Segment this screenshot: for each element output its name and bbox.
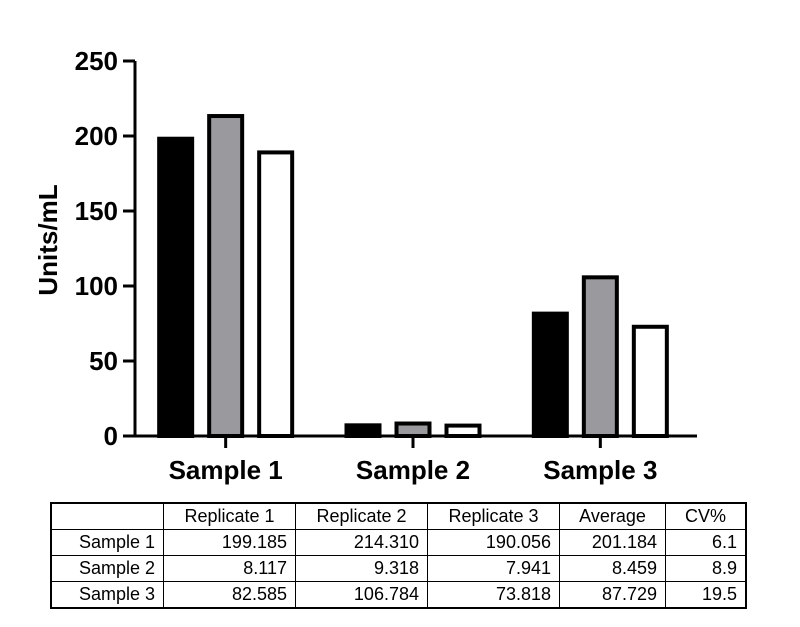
y-tick-label: 150 [75, 196, 118, 226]
table-body: Sample 1 199.185 214.310 190.056 201.184 6.1 S… [50, 529, 747, 609]
bar-chart: 0 50 100 150 200 250 Sample 1 Sample 2 Sample 3… [33, 46, 697, 485]
table-cell: 6.1 [665, 529, 747, 556]
y-axis-label: Units/mL [33, 184, 63, 295]
bar [581, 275, 619, 438]
table-cell: 7.941 [427, 555, 560, 582]
table-row-label: Sample 2 [50, 555, 164, 582]
table-cell: 9.318 [295, 555, 428, 582]
table-cell: 87.729 [559, 581, 666, 609]
bar [531, 311, 569, 438]
y-tick-label: 50 [89, 346, 118, 376]
table-cell: 201.184 [559, 529, 666, 556]
bar [344, 423, 382, 438]
table-header-cell: Average [559, 502, 666, 530]
x-axis: Sample 1 Sample 2 Sample 3 [133, 434, 697, 485]
table-header-cell: Replicate 1 [163, 502, 296, 530]
table-header-cell: Replicate 3 [427, 502, 560, 530]
table-row: Sample 2 8.117 9.318 7.941 8.459 8.9 [50, 555, 747, 582]
table-cell: 82.585 [163, 581, 296, 609]
y-axis: 0 50 100 150 200 250 [75, 46, 137, 451]
table-header-cell [50, 502, 164, 530]
table-row: Sample 1 199.185 214.310 190.056 201.184 6.1 [50, 529, 747, 556]
y-tick-label: 100 [75, 271, 118, 301]
data-table: Replicate 1 Replicate 2 Replicate 3 Average… [50, 502, 747, 609]
x-tick-label: Sample 2 [356, 455, 470, 485]
bar [631, 324, 669, 439]
bar [157, 136, 195, 438]
bars [157, 114, 669, 439]
bar [444, 423, 482, 439]
bar [394, 421, 432, 439]
table-cell: 8.459 [559, 555, 666, 582]
x-tick-label: Sample 1 [169, 455, 283, 485]
y-tick-label: 250 [75, 46, 118, 76]
y-tick-label: 200 [75, 121, 118, 151]
table-cell: 8.117 [163, 555, 296, 582]
y-tick-label: 0 [104, 421, 118, 451]
table-row: Sample 3 82.585 106.784 73.818 87.729 19.5 [50, 581, 747, 609]
table-header-cell: Replicate 2 [295, 502, 428, 530]
table-header-cell: CV% [665, 502, 747, 530]
table-cell: 8.9 [665, 555, 747, 582]
table-row-label: Sample 1 [50, 529, 164, 556]
table-cell: 190.056 [427, 529, 560, 556]
table-cell: 73.818 [427, 581, 560, 609]
x-tick-label: Sample 3 [543, 455, 657, 485]
table-row-label: Sample 3 [50, 581, 164, 609]
table-header-row: Replicate 1 Replicate 2 Replicate 3 Average… [50, 502, 747, 530]
table-cell: 106.784 [295, 581, 428, 609]
table-cell: 19.5 [665, 581, 747, 609]
table-cell: 199.185 [163, 529, 296, 556]
bar [257, 150, 295, 439]
bar [207, 114, 245, 438]
table-cell: 214.310 [295, 529, 428, 556]
